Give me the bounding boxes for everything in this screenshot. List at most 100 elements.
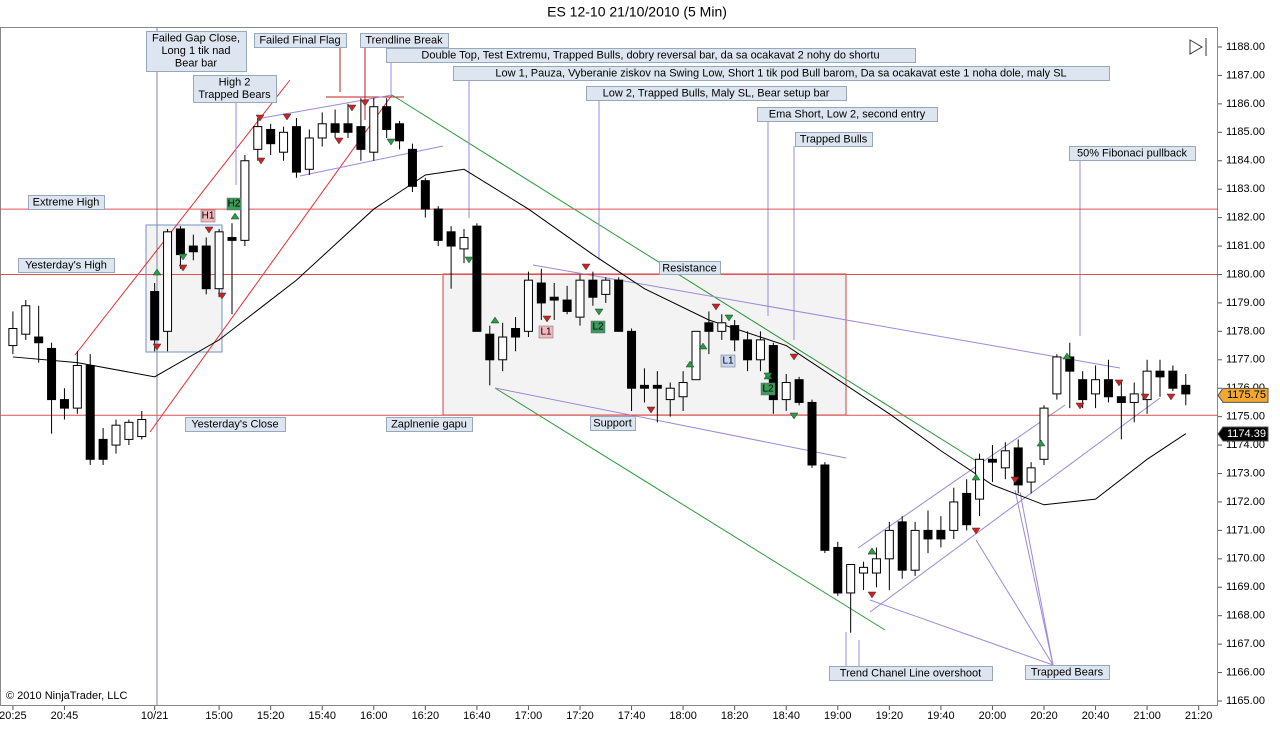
- y-tick-label: 1172.00: [1226, 496, 1265, 508]
- candle-body: [1000, 450, 1010, 469]
- candle-body: [820, 464, 830, 551]
- candle-body: [1091, 379, 1101, 395]
- candle-body: [1129, 393, 1139, 403]
- price-marker: [1217, 426, 1269, 442]
- candle-body: [871, 558, 881, 574]
- signal-arrow: [282, 113, 292, 121]
- candle-body: [665, 387, 675, 401]
- signal-arrow: [217, 292, 227, 300]
- pointer-line: [1014, 489, 1054, 666]
- candle-body: [730, 325, 740, 341]
- candle-body: [962, 492, 972, 526]
- candle-body: [639, 384, 649, 389]
- price-marker-label: 1175.75: [1227, 389, 1266, 401]
- x-tick-label: 17:40: [618, 710, 646, 722]
- candle-body: [884, 529, 894, 560]
- signal-arrow: [542, 315, 552, 323]
- signal-arrow: [763, 372, 773, 380]
- candle-body: [395, 123, 405, 142]
- annotation-text: Support: [593, 417, 632, 429]
- candle-body: [330, 123, 340, 133]
- annotation-text: Yesterday's High: [25, 259, 107, 271]
- ema-line: [12, 168, 1187, 506]
- candle-body: [923, 529, 933, 540]
- candle-body: [691, 330, 701, 381]
- annotation: Extreme High: [28, 195, 105, 210]
- y-tick-label: 1175.00: [1226, 411, 1265, 423]
- annotation-box: [146, 31, 247, 72]
- x-tick-label: 17:20: [566, 710, 594, 722]
- candle-body: [279, 131, 289, 153]
- candle-body: [588, 279, 598, 298]
- signal-arrow: [490, 316, 500, 324]
- candle-body: [846, 564, 856, 594]
- signal-arrow: [334, 137, 344, 145]
- annotation-text: High 2: [219, 76, 251, 88]
- annotation-box: [659, 261, 721, 275]
- candle-body: [291, 126, 301, 173]
- annotation-text: Trapped Bears: [1031, 666, 1104, 678]
- candle-body: [717, 322, 727, 332]
- signal-arrow: [360, 99, 370, 107]
- annotation-text: Trend Chanel Line overshoot: [840, 667, 981, 679]
- y-tick-label: 1184.00: [1226, 155, 1265, 167]
- candle-body: [910, 529, 920, 571]
- candle-body: [678, 382, 688, 398]
- candle-body: [1116, 396, 1126, 403]
- signal-label: L2: [762, 384, 774, 395]
- x-tick-label: 20:45: [51, 710, 79, 722]
- candle-body: [175, 228, 185, 256]
- annotation-text: Double Top, Test Extremu, Trapped Bulls,…: [421, 49, 879, 61]
- signal-arrow: [1166, 393, 1176, 401]
- signal-arrow: [204, 226, 214, 234]
- annotation: Double Top, Test Extremu, Trapped Bulls,…: [386, 48, 916, 63]
- signal-label-box: [590, 320, 606, 334]
- candle-body: [124, 421, 134, 440]
- copyright: © 2010 NinjaTrader, LLC: [6, 690, 127, 702]
- signal-label-box: [200, 209, 216, 223]
- signal-arrow: [347, 104, 357, 112]
- candle-body: [549, 296, 559, 301]
- signal-arrow: [698, 342, 708, 350]
- candle-body: [1078, 379, 1088, 401]
- x-tick-label: 19:20: [876, 710, 904, 722]
- candle-body: [34, 336, 44, 344]
- x-tick-label: 19:00: [824, 710, 852, 722]
- candle-body: [936, 529, 946, 540]
- candle-body: [614, 279, 624, 332]
- candle-body: [1052, 356, 1062, 395]
- annotation: Trapped Bears: [1025, 665, 1110, 680]
- candle-body: [343, 123, 353, 133]
- annotation: Low 1, Pauza, Vyberanie ziskov na Swing …: [453, 66, 1110, 81]
- candle-body: [137, 418, 147, 438]
- annotation-text: Failed Gap Close,: [152, 32, 240, 44]
- signal-label: H1: [202, 211, 215, 222]
- annotation: Resistance: [659, 261, 721, 275]
- candle-body: [743, 339, 753, 361]
- x-tick-label: 16:40: [463, 710, 491, 722]
- signal-arrow: [464, 256, 474, 264]
- trend-line: [494, 387, 847, 459]
- y-tick-label: 1182.00: [1226, 212, 1265, 224]
- y-tick-label: 1169.00: [1226, 581, 1265, 593]
- annotation-box: [193, 75, 277, 103]
- pointer-line: [1019, 491, 1054, 666]
- annotation-box: [795, 132, 873, 147]
- candle-body: [188, 245, 198, 253]
- x-tick-label: 19:40: [927, 710, 955, 722]
- signal-arrow: [646, 406, 656, 414]
- candle-body: [781, 382, 791, 401]
- y-tick-label: 1166.00: [1226, 666, 1265, 678]
- candle-body: [794, 379, 804, 403]
- y-tick-label: 1178.00: [1226, 325, 1265, 337]
- candle-body: [382, 106, 392, 130]
- candle-body: [1013, 447, 1023, 486]
- candle-body: [601, 279, 611, 295]
- signal-arrow: [594, 308, 604, 316]
- scroll-icon[interactable]: [1189, 38, 1207, 56]
- annotation-box: [386, 48, 916, 63]
- x-tick-label: 15:00: [205, 710, 233, 722]
- trend-line: [149, 94, 393, 433]
- candle-body: [1039, 407, 1049, 460]
